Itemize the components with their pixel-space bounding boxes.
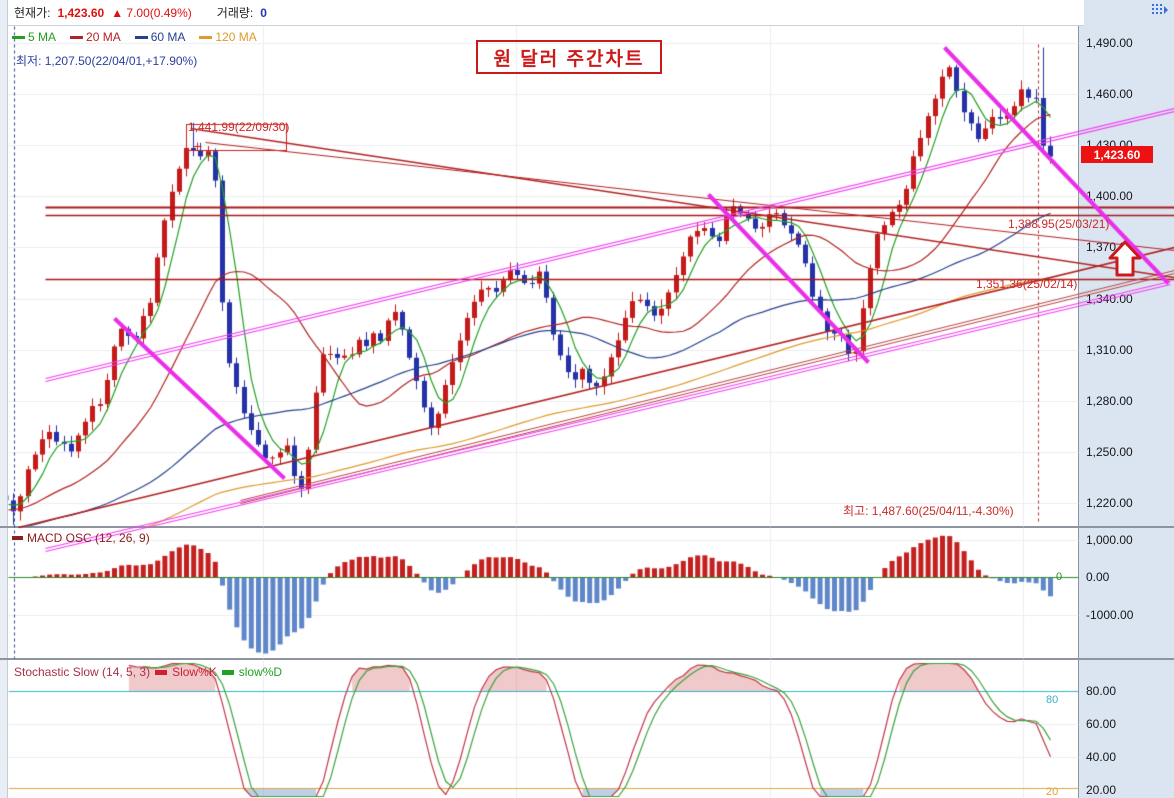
- lowest-price-annotation: 최저: 1,207.50(22/04/01,+17.90%): [16, 54, 198, 68]
- stoch-d-label: slow%D: [238, 665, 283, 679]
- highest-price-annotation: 최고: 1,487.60(25/04/11,-4.30%): [843, 504, 1014, 518]
- panel-menu-icon[interactable]: [1152, 3, 1168, 21]
- ma60-swatch-icon: [134, 35, 148, 39]
- peak-2022-annotation: 1,441.99(22/09/30): [188, 120, 290, 134]
- current-price-value: 1,423.60: [57, 5, 105, 20]
- current-price-label: 현재가:: [14, 6, 51, 20]
- header-bar: 현재가: 1,423.60 ▲ 7.00(0.49%) 거래량: 0: [8, 0, 1084, 26]
- up-arrow-marker-icon: [1108, 240, 1142, 283]
- ma120-swatch-icon: [199, 35, 213, 39]
- ma-legend: 5 MA 20 MA 60 MA 120 MA: [12, 30, 257, 44]
- price-change: ▲ 7.00(0.49%): [111, 5, 192, 20]
- stoch-panel-label: Stochastic Slow (14, 5, 3): [14, 665, 151, 679]
- legend-ma5[interactable]: 5 MA: [12, 30, 56, 44]
- current-price-badge: 1,423.60: [1081, 146, 1153, 163]
- macd-zero-inline-label: 0: [1056, 571, 1063, 583]
- ma20-label: 20 MA: [86, 30, 121, 44]
- ma20-swatch-icon: [70, 35, 84, 39]
- stoch-k-swatch-icon: [155, 669, 168, 675]
- volume-value: 0: [260, 5, 267, 20]
- chart-title: 원 달러 주간차트: [493, 48, 645, 70]
- macd-panel-legend: MACD OSC (12, 26, 9): [12, 531, 150, 545]
- chart-title-box: 원 달러 주간차트: [476, 40, 662, 74]
- ma5-label: 5 MA: [28, 30, 57, 44]
- legend-ma20[interactable]: 20 MA: [70, 30, 121, 44]
- ma5-swatch-icon: [12, 35, 25, 39]
- legend-ma120[interactable]: 120 MA: [199, 30, 257, 44]
- stoch-80-inline-label: 80: [1046, 694, 1059, 706]
- macd-swatch-icon: [12, 536, 23, 540]
- stoch-20-inline-label: 20: [1046, 786, 1059, 798]
- volume-label: 거래량:: [216, 6, 254, 20]
- swing-low-annotation: 1,351.36(25/02/14): [976, 277, 1078, 291]
- macd-panel-label: MACD OSC (12, 26, 9): [27, 531, 150, 545]
- ma60-label: 60 MA: [150, 30, 186, 44]
- ma120-label: 120 MA: [215, 30, 257, 44]
- legend-ma60[interactable]: 60 MA: [134, 30, 186, 44]
- stoch-panel-legend: Stochastic Slow (14, 5, 3) Slow%K slow%D: [14, 665, 282, 679]
- stoch-k-label: Slow%K: [172, 665, 217, 679]
- swing-high-annotation: 1,388.95(25/03/21): [1008, 217, 1110, 231]
- stoch-d-swatch-icon: [221, 669, 234, 675]
